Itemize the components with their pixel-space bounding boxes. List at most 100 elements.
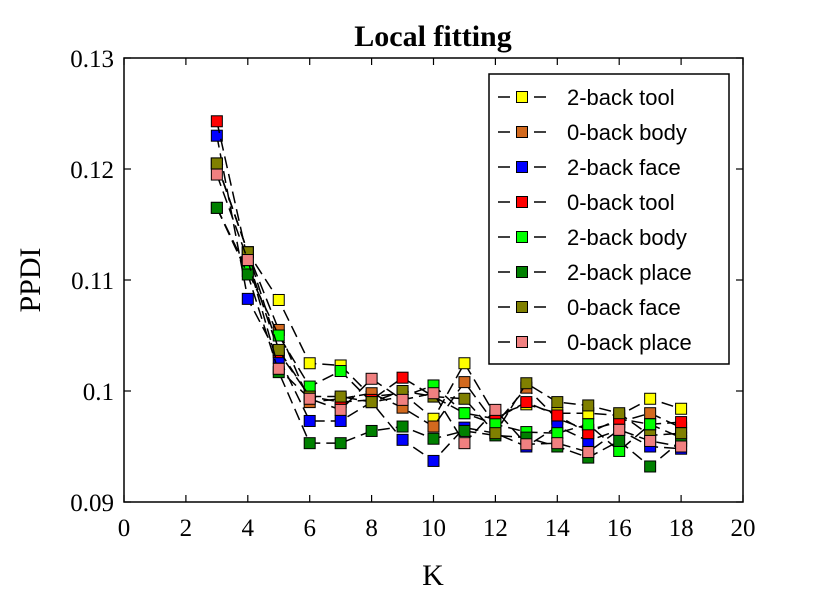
- data-point: [396, 393, 409, 406]
- data-point: [582, 399, 595, 412]
- series-line: [216, 121, 682, 435]
- data-point: [210, 129, 223, 142]
- data-point: [613, 434, 626, 447]
- data-point: [458, 392, 471, 405]
- data-point: [520, 377, 533, 390]
- data-point: [458, 357, 471, 370]
- legend-marker: [516, 336, 528, 348]
- data-point: [458, 437, 471, 450]
- data-point: [427, 454, 440, 467]
- data-point: [365, 396, 378, 409]
- data-point: [210, 201, 223, 214]
- legend-label: 2-back place: [567, 260, 692, 285]
- legend-marker: [516, 161, 528, 173]
- legend: 2-back tool 0-back body 2-back face 0-back …: [488, 73, 730, 365]
- data-point: [365, 424, 378, 437]
- series-line: [216, 174, 682, 453]
- x-tick-label: 2: [180, 515, 193, 542]
- data-point: [675, 440, 688, 453]
- legend-marker: [516, 91, 528, 103]
- y-axis: 0.09 0.1 0.11 0.12 0.13: [70, 46, 743, 517]
- x-tick-label: 18: [669, 515, 694, 542]
- data-point: [489, 403, 502, 416]
- legend-marker: [516, 126, 528, 138]
- x-tick-label: 20: [731, 515, 756, 542]
- series-layer: [210, 115, 688, 473]
- data-point: [551, 427, 564, 440]
- data-point: [427, 387, 440, 400]
- data-point: [551, 437, 564, 450]
- legend-item: 0-back tool: [498, 190, 675, 215]
- data-point: [613, 444, 626, 457]
- data-point: [334, 403, 347, 416]
- legend-label: 0-back body: [567, 120, 687, 145]
- legend-item: 2-back face: [498, 155, 681, 180]
- legend-item: 2-back place: [498, 260, 692, 285]
- data-point: [613, 407, 626, 420]
- data-point: [675, 416, 688, 429]
- x-tick-label: 0: [118, 515, 131, 542]
- legend-item: 2-back tool: [498, 85, 675, 110]
- legend-item: 0-back body: [498, 120, 687, 145]
- legend-item: 0-back place: [498, 330, 692, 355]
- data-point: [582, 418, 595, 431]
- x-tick-label: 6: [303, 515, 316, 542]
- data-point: [644, 407, 657, 420]
- y-tick-label: 0.09: [70, 490, 114, 517]
- data-point: [303, 357, 316, 370]
- data-point: [272, 329, 285, 342]
- data-point: [241, 254, 254, 267]
- legend-item: 0-back face: [498, 295, 681, 320]
- data-point: [644, 418, 657, 431]
- series-2-back-place: [210, 201, 688, 473]
- data-point: [334, 414, 347, 427]
- y-tick-label: 0.12: [70, 157, 114, 184]
- legend-marker: [516, 196, 528, 208]
- legend-label: 0-back face: [567, 295, 681, 320]
- data-point: [334, 365, 347, 378]
- data-point: [210, 157, 223, 170]
- legend-label: 0-back tool: [567, 190, 675, 215]
- series-line: [216, 163, 682, 437]
- data-point: [365, 372, 378, 385]
- series-0-back-place: [210, 168, 688, 459]
- x-tick-label: 16: [607, 515, 632, 542]
- data-point: [210, 168, 223, 181]
- data-point: [334, 390, 347, 403]
- series-line: [216, 207, 682, 452]
- data-point: [458, 376, 471, 389]
- data-point: [551, 409, 564, 422]
- chart-title: Local fitting: [354, 20, 512, 53]
- data-point: [458, 424, 471, 437]
- x-axis-label: K: [422, 559, 444, 591]
- data-point: [675, 402, 688, 415]
- data-point: [272, 293, 285, 306]
- data-point: [675, 427, 688, 440]
- data-point: [427, 420, 440, 433]
- legend-marker: [516, 231, 528, 243]
- legend-item: 2-back body: [498, 225, 687, 250]
- data-point: [582, 446, 595, 459]
- legend-marker: [516, 301, 528, 313]
- data-point: [210, 115, 223, 128]
- legend-box: [488, 73, 730, 365]
- data-point: [644, 434, 657, 447]
- y-tick-label: 0.1: [83, 379, 114, 406]
- data-point: [396, 420, 409, 433]
- x-tick-label: 12: [483, 515, 508, 542]
- series-line: [216, 135, 682, 462]
- x-axis: 0 2 4 6 8 10 12 14 16 18 20: [118, 58, 756, 542]
- data-point: [427, 432, 440, 445]
- data-point: [644, 392, 657, 405]
- x-tick-label: 10: [421, 515, 446, 542]
- legend-label: 2-back body: [567, 225, 687, 250]
- series-line: [216, 163, 682, 420]
- data-point: [396, 371, 409, 384]
- data-point: [303, 392, 316, 405]
- data-point: [241, 268, 254, 281]
- data-point: [396, 433, 409, 446]
- y-axis-label: PPDI: [14, 247, 47, 312]
- data-point: [334, 437, 347, 450]
- x-tick-label: 8: [365, 515, 378, 542]
